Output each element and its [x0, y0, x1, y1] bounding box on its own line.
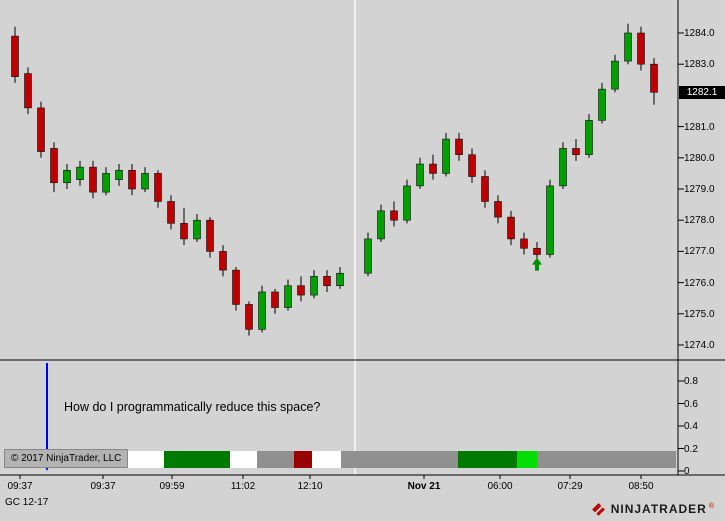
indicator-axis-label: 0.4 [684, 421, 698, 432]
candle-body [572, 148, 580, 155]
candle-body [193, 219, 201, 240]
indicator-strip-segment [164, 451, 230, 468]
indicator-strip-segment [458, 451, 517, 468]
candle-body [206, 219, 214, 252]
candle-body [390, 210, 398, 221]
candle-body [364, 238, 372, 274]
indicator-strip-segment [312, 451, 341, 468]
candle-body [141, 173, 149, 190]
candle-body [403, 185, 411, 221]
candle-body [377, 210, 385, 240]
candle-body [559, 148, 567, 187]
candle-body [416, 163, 424, 187]
candle-body [180, 223, 188, 240]
candle-body [297, 285, 305, 296]
candle-body [494, 201, 502, 218]
ninjatrader-diamond-icon [591, 502, 605, 516]
indicator-strip-segment [341, 451, 458, 468]
candle-body [624, 32, 632, 62]
candle-body [481, 176, 489, 202]
candle-body [89, 166, 97, 193]
candle-body [468, 154, 476, 177]
candle-body [429, 163, 437, 174]
candle-body [167, 201, 175, 224]
candle-body [336, 272, 344, 287]
candle-body [24, 73, 32, 109]
candle-body [650, 63, 658, 93]
indicator-strip-segment [122, 451, 164, 468]
price-axis-label: 1276.0 [684, 277, 715, 289]
indicator-axis-label: 0.6 [684, 398, 698, 410]
price-axis-label: 1274.0 [684, 340, 715, 351]
candle-body [533, 247, 541, 255]
candle-body [546, 185, 554, 255]
indicator-panel-axis[interactable]: 0.8 0.6 0.4 0.2 0 [684, 0, 725, 477]
price-axis-label: 1284.0 [684, 28, 715, 39]
candle-body [258, 291, 266, 330]
candle-body [585, 120, 593, 155]
candle-body [154, 173, 162, 202]
indicator-strip-segment [230, 451, 257, 468]
registered-mark-icon: ® [708, 503, 715, 510]
candle-body [50, 148, 58, 184]
ninjatrader-watermark: © 2017 NinjaTrader, LLC [4, 449, 129, 468]
price-axis-label: 1281.0 [684, 121, 715, 133]
up-arrow-marker [532, 257, 542, 271]
candle-body [102, 173, 110, 193]
candle-body [520, 238, 528, 249]
candle-body [37, 107, 45, 152]
candle-body [310, 276, 318, 296]
candle-body [11, 35, 19, 77]
price-axis-label: 1278.0 [684, 215, 715, 227]
ninjatrader-logo: NINJATRADER ® [591, 502, 715, 516]
candle-body [76, 166, 84, 180]
price-axis[interactable]: 1284.0 1283.0 1281.0 1280.0 1279.0 1278.0 1277… [684, 0, 725, 475]
indicator-strip-segment [257, 451, 294, 468]
indicator-axis-label: 0.8 [684, 376, 698, 387]
candle-body [507, 216, 515, 240]
candle-body [232, 269, 240, 305]
annotation-question-text[interactable]: How do I programmatically reduce this sp… [64, 400, 321, 414]
candle-body [442, 138, 450, 174]
indicator-strip-segment [294, 451, 312, 468]
candle-body [245, 304, 253, 330]
candle-body [284, 285, 292, 308]
indicator-strip-segment [537, 451, 676, 468]
candle-body [128, 169, 136, 190]
candle-body [637, 32, 645, 65]
symbol-label: GC 12-17 [5, 497, 49, 508]
last-price-badge: 1282.1 [679, 86, 725, 99]
candle-body [611, 60, 619, 90]
price-axis-label: 1277.0 [684, 246, 715, 258]
candle-body [455, 138, 463, 155]
candle-body [63, 169, 71, 184]
candle-body [115, 169, 123, 180]
candle-body [271, 291, 279, 308]
price-axis-label: 1283.0 [684, 59, 715, 71]
indicator-strip-segment [517, 451, 537, 468]
candle-body [323, 276, 331, 287]
candle-body [219, 251, 227, 271]
price-axis-label: 1279.0 [684, 184, 715, 195]
price-axis-label: 1280.0 [684, 152, 715, 164]
brand-text: NINJATRADER [610, 502, 707, 516]
indicator-axis-label: 0.2 [684, 443, 698, 455]
candle-body [598, 88, 606, 121]
price-axis-label: 1275.0 [684, 308, 715, 320]
indicator-axis-label: 0 [684, 466, 690, 477]
